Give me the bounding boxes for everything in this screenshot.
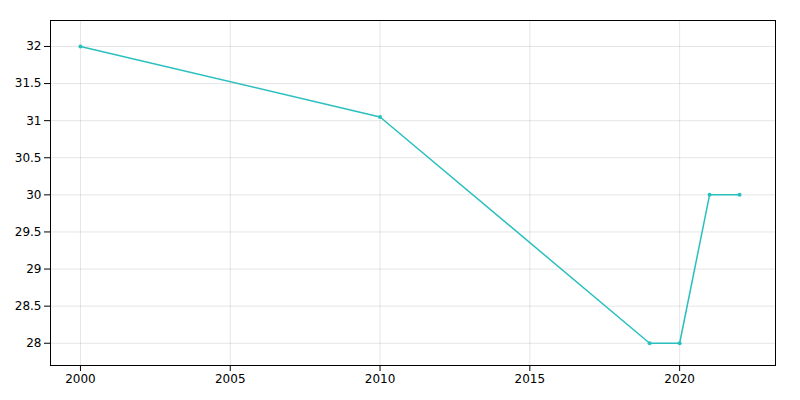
- svg-text:2020: 2020: [664, 372, 695, 386]
- svg-text:2015: 2015: [515, 372, 546, 386]
- svg-text:31.5: 31.5: [15, 76, 42, 90]
- svg-text:31: 31: [26, 114, 41, 128]
- svg-text:28.5: 28.5: [15, 299, 42, 313]
- svg-text:30.5: 30.5: [15, 151, 42, 165]
- svg-text:2005: 2005: [215, 372, 246, 386]
- svg-text:28: 28: [26, 336, 41, 350]
- svg-text:30: 30: [26, 188, 41, 202]
- svg-text:32: 32: [26, 39, 41, 53]
- svg-text:2000: 2000: [65, 372, 96, 386]
- svg-text:2010: 2010: [365, 372, 396, 386]
- svg-text:29.5: 29.5: [15, 225, 42, 239]
- svg-text:29: 29: [26, 262, 41, 276]
